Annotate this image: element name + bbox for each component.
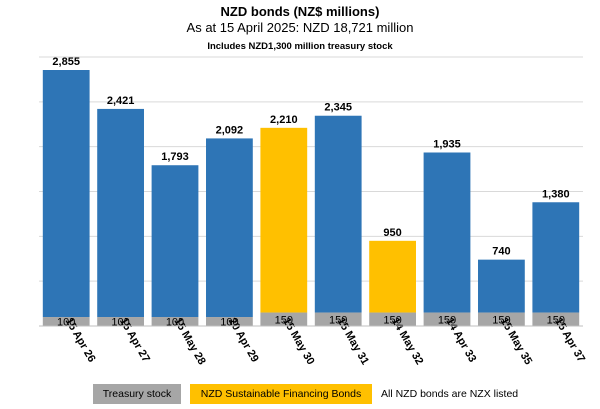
bar [151,165,199,318]
legend-item-sustainable: NZD Sustainable Financing Bonds [190,384,372,404]
bar-value-label: 2,421 [107,95,135,107]
bar-value-label: 2,092 [216,124,244,136]
bar [314,115,362,313]
bar-value-label: 950 [383,227,401,239]
legend-item-treasury: Treasury stock [93,384,181,404]
bar [369,240,416,313]
bar-value-label: 740 [492,246,510,258]
bar-value-label: 1,935 [433,138,461,150]
treasury-value-label: 150 [547,314,565,326]
treasury-segment [478,312,525,326]
bar [97,108,144,318]
chart-title: NZD bonds (NZ$ millions) [220,4,380,19]
treasury-value-label: 150 [383,314,401,326]
chart-note: Includes NZD1,300 million treasury stock [207,41,393,52]
bar-value-label: 2,855 [52,56,80,68]
bar [532,202,580,313]
bar-value-label: 1,380 [542,188,570,200]
treasury-segment [314,312,362,326]
treasury-segment [423,312,471,326]
bar-value-label: 2,345 [324,102,352,114]
treasury-segment [260,312,308,326]
bar [423,152,471,313]
bar [478,259,525,313]
treasury-segment [206,317,253,326]
bar [206,138,253,318]
legend-label-treasury: Treasury stock [93,384,181,404]
bar-value-label: 1,793 [161,151,189,163]
treasury-value-label: 150 [329,314,347,326]
bar-value-label: 2,210 [270,114,298,126]
legend-label-sustainable: NZD Sustainable Financing Bonds [190,384,372,404]
bar [42,70,90,318]
treasury-segment [532,312,580,326]
treasury-value-label: 150 [275,314,293,326]
treasury-value-label: 150 [492,314,510,326]
legend-note: All NZD bonds are NZX listed [381,388,519,400]
treasury-segment [42,317,90,326]
bar [260,127,308,313]
treasury-segment [151,317,199,326]
treasury-segment [97,317,144,326]
treasury-segment [369,312,416,326]
chart-subtitle: As at 15 April 2025: NZD 18,721 million [186,20,414,35]
treasury-value-label: 150 [438,314,456,326]
